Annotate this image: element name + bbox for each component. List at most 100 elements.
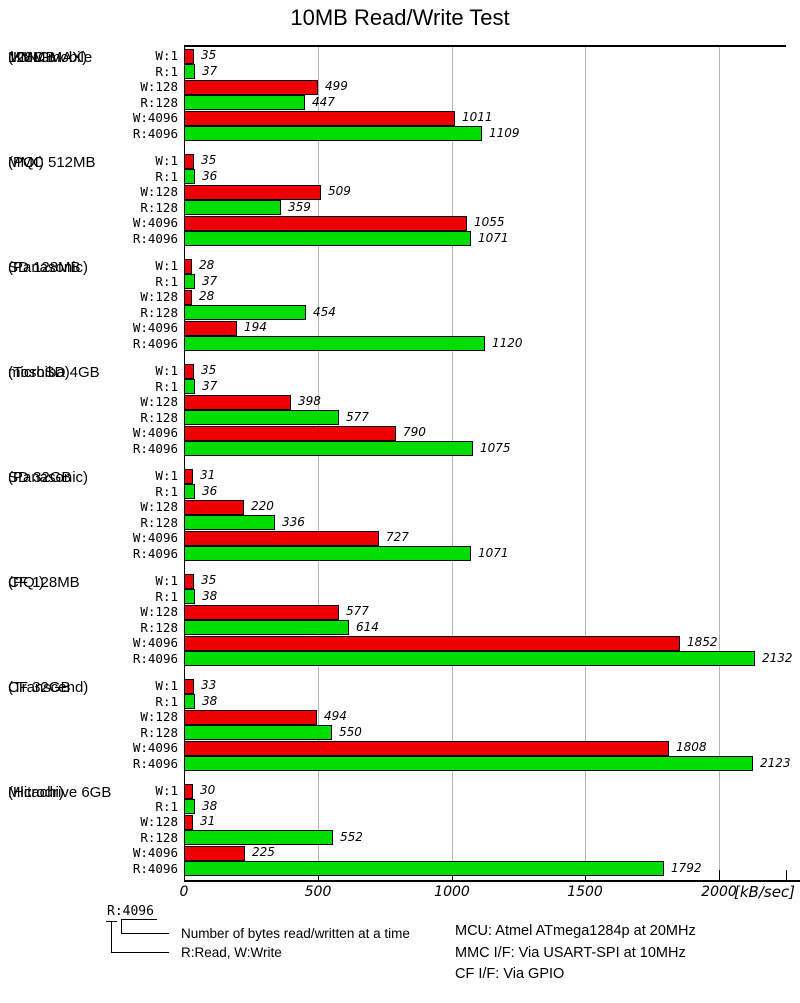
bar-value-label: 194 xyxy=(244,320,267,334)
bar-row-label: W:128 xyxy=(140,289,178,304)
bar-row-label: W:4096 xyxy=(132,110,178,125)
legend-connector-horizontal-bytes xyxy=(121,933,169,934)
x-tick-label-0: 0 xyxy=(179,884,189,900)
bar-value-label: 35 xyxy=(201,48,217,62)
bar-row-label: R:1 xyxy=(155,168,178,184)
bar-value-label: 1071 xyxy=(478,230,509,245)
write-bar xyxy=(184,499,244,515)
bar-value-label: 790 xyxy=(403,425,426,439)
device-label-line: CF 128MB xyxy=(8,574,80,591)
bar-value-label: 2132 xyxy=(762,650,793,665)
bar-value-label: 35 xyxy=(201,363,217,377)
device-label-line: MMC 512MB xyxy=(8,154,96,171)
bar-row-label: R:128 xyxy=(140,619,178,635)
read-bar xyxy=(184,274,195,289)
bar-value-label: 220 xyxy=(251,499,274,513)
bar-row-label: R:128 xyxy=(140,829,178,845)
write-bar xyxy=(184,530,379,546)
bar-row-label: R:128 xyxy=(140,304,178,320)
read-bar xyxy=(184,830,333,845)
bar-value-label: 577 xyxy=(346,604,369,618)
bar-row-label: R:1 xyxy=(155,483,178,499)
bar-row-label: R:128 xyxy=(140,409,178,425)
bar-row-label: R:4096 xyxy=(132,440,178,456)
write-bar xyxy=(184,184,321,200)
y-axis-line xyxy=(184,45,185,882)
bar-row-label: W:1 xyxy=(155,258,178,273)
legend-connector-horizontal-rw xyxy=(111,952,169,953)
bar-row-label: R:1 xyxy=(155,588,178,604)
bar-value-label: 28 xyxy=(199,289,215,303)
read-bar xyxy=(184,515,275,530)
bar-row-label: R:128 xyxy=(140,199,178,215)
bar-row-label: R:1 xyxy=(155,798,178,814)
bar-value-label: 499 xyxy=(325,79,348,93)
write-bar xyxy=(184,468,193,484)
legend-bytes-note: Number of bytes read/written at a time xyxy=(181,926,410,941)
legend-underline xyxy=(121,919,157,920)
x-tick-label-2000: 2000 xyxy=(701,884,737,900)
read-bar xyxy=(184,95,305,110)
gridline-2000 xyxy=(719,47,720,880)
write-bar xyxy=(184,394,291,410)
read-bar xyxy=(184,410,339,425)
read-bar xyxy=(184,441,473,456)
bar-row-label: W:4096 xyxy=(132,740,178,755)
bar-row-label: W:4096 xyxy=(132,215,178,230)
bar-row-label: R:4096 xyxy=(132,650,178,666)
read-bar xyxy=(184,336,485,351)
bar-value-label: 37 xyxy=(202,273,218,288)
bar-value-label: 398 xyxy=(298,394,321,408)
read-bar xyxy=(184,231,471,246)
bar-value-label: 359 xyxy=(288,199,311,214)
write-bar xyxy=(184,740,669,756)
axis-end-tick xyxy=(786,870,787,880)
bar-value-label: 28 xyxy=(199,258,215,272)
device-label-line: 128MB xyxy=(8,49,56,66)
bar-row-label: R:128 xyxy=(140,724,178,740)
axis-tick-2000 xyxy=(719,870,720,880)
x-axis-line xyxy=(184,880,800,882)
write-bar xyxy=(184,258,192,274)
bar-value-label: 1120 xyxy=(492,335,523,350)
device-label-line: (Transcend) xyxy=(8,679,89,696)
write-bar xyxy=(184,604,339,620)
read-bar xyxy=(184,200,281,215)
read-bar xyxy=(184,694,195,709)
write-bar xyxy=(184,320,237,336)
bar-row-label: W:128 xyxy=(140,604,178,619)
bar-value-label: 38 xyxy=(202,693,218,708)
write-bar xyxy=(184,153,194,169)
bar-value-label: 1011 xyxy=(462,110,493,124)
chart-title: 10MB Read/Write Test xyxy=(290,5,510,30)
device-label-line: SD 32GB xyxy=(8,469,72,486)
write-bar xyxy=(184,573,194,589)
write-bar xyxy=(184,289,192,305)
write-bar xyxy=(184,110,455,126)
bar-value-label: 1055 xyxy=(474,215,505,229)
device-label-line: (PQI) xyxy=(8,574,44,591)
bar-value-label: 31 xyxy=(200,814,216,828)
write-bar xyxy=(184,814,193,830)
bar-row-label: R:128 xyxy=(140,94,178,110)
bar-row-label: W:128 xyxy=(140,184,178,199)
bar-row-label: R:4096 xyxy=(132,335,178,351)
legend-rw-note: R:Read, W:Write xyxy=(181,945,282,960)
device-label-line: MMC mobile xyxy=(8,49,93,66)
x-axis-unit-label: [kB/sec] xyxy=(734,883,796,901)
bar-value-label: 727 xyxy=(386,530,409,544)
bar-row-label: W:1 xyxy=(155,153,178,168)
x-tick-label-500: 500 xyxy=(304,884,332,900)
write-bar xyxy=(184,48,194,64)
bar-row-label: R:4096 xyxy=(132,860,178,876)
bar-value-label: 30 xyxy=(200,783,216,797)
bar-row-label: W:4096 xyxy=(132,425,178,440)
write-bar xyxy=(184,845,245,861)
device-label-line: (KINGMAX) xyxy=(8,49,88,66)
bar-row-label: W:1 xyxy=(155,48,178,63)
plot-top-border xyxy=(184,45,786,47)
bar-value-label: 577 xyxy=(346,409,369,424)
write-bar xyxy=(184,635,680,651)
write-bar xyxy=(184,363,194,379)
read-bar xyxy=(184,379,195,394)
